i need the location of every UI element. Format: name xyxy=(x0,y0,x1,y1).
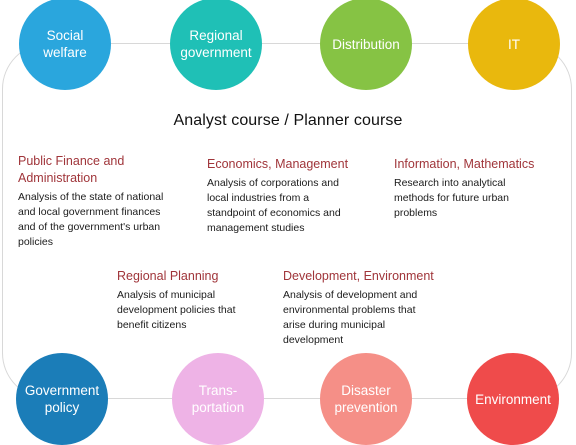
field-description: Analysis of municipal development polici… xyxy=(117,289,236,331)
field-heading: Public Finance and Administration xyxy=(18,154,125,185)
field-development-environment: Development, Environment Analysis of dev… xyxy=(283,268,463,348)
field-public-finance: Public Finance and Administration Analys… xyxy=(18,153,198,250)
field-heading: Economics, Management xyxy=(207,157,349,171)
circle-label: Social welfare xyxy=(43,28,87,60)
circle-label: Distribution xyxy=(332,36,400,52)
circle-label: Environment xyxy=(475,391,551,407)
circle-label: Trans- portation xyxy=(191,383,245,415)
circle-government-policy: Government policy xyxy=(16,353,108,445)
field-description: Analysis of the state of national and lo… xyxy=(18,191,164,248)
circle-label: Disaster prevention xyxy=(334,383,398,415)
field-regional-planning: Regional Planning Analysis of municipal … xyxy=(117,268,277,333)
field-heading: Development, Environment xyxy=(283,269,434,283)
field-heading: Regional Planning xyxy=(117,269,219,283)
field-description: Analysis of corporations and local indus… xyxy=(207,177,341,234)
circle-regional-government: Regional government xyxy=(170,0,262,90)
course-title: Analyst course / Planner course xyxy=(173,112,403,129)
circle-transportation: Trans- portation xyxy=(172,353,264,445)
circle-environment: Environment xyxy=(467,353,559,445)
field-economics-management: Economics, Management Analysis of corpor… xyxy=(207,156,387,236)
circle-distribution: Distribution xyxy=(320,0,412,90)
circle-label: Government policy xyxy=(24,383,100,415)
field-information-mathematics: Information, Mathematics Research into a… xyxy=(394,156,572,221)
course-frame xyxy=(2,43,572,399)
circle-disaster-prevention: Disaster prevention xyxy=(320,353,412,445)
field-description: Research into analytical methods for fut… xyxy=(394,177,509,219)
field-heading: Information, Mathematics xyxy=(394,157,535,171)
circle-social-welfare: Social welfare xyxy=(19,0,111,90)
circle-label: IT xyxy=(508,36,520,52)
field-description: Analysis of development and environmenta… xyxy=(283,289,418,346)
circle-label: Regional government xyxy=(180,28,252,60)
circle-it: IT xyxy=(468,0,560,90)
